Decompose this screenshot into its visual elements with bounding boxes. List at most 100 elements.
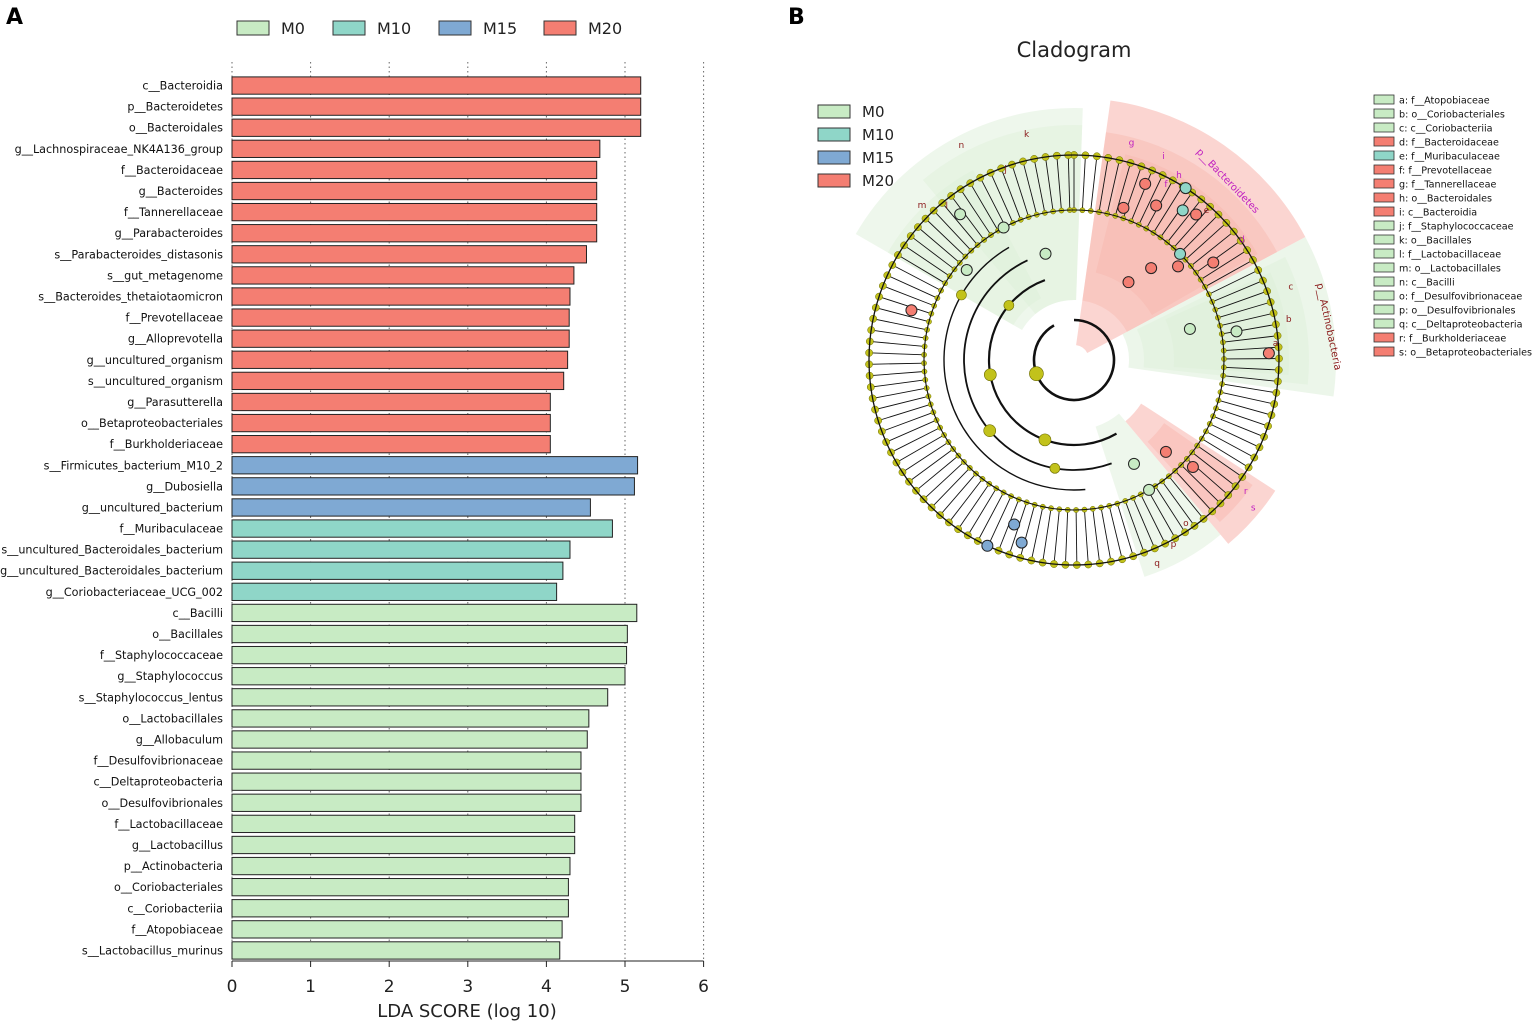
tree-node [983,368,997,382]
bar-label-o__Coriobacteriales: o__Coriobacteriales [114,881,223,894]
branch-line [1174,470,1213,512]
x-tick-label-6: 6 [698,977,709,997]
bar-g__Bacteroides [231,181,598,201]
legend-swatch-m10 [332,20,366,36]
branch-line [1100,507,1112,562]
key-label-f: f: f__Prevotellaceae [1399,166,1492,177]
branch-line [1081,155,1086,211]
bar-label-c__Bacteroidia: c__Bacteroidia [142,80,223,93]
biomarker-node-m20 [1262,347,1275,360]
clade-letter-j: j [1003,165,1007,175]
branch-line [1124,500,1145,553]
bar-label-g__Dubosiella: g__Dubosiella [146,480,223,493]
biomarker-node-m0 [960,264,973,277]
biomarker-node-m20 [905,304,918,317]
legend-label-m15: M15 [483,19,517,38]
clade-letter-a: a [1273,339,1279,349]
bar-s__Lactobacillus_murinus [231,941,561,960]
x-tick-label-2: 2 [384,977,395,997]
legend-swatch-m15 [438,20,472,36]
biomarker-node-m0 [1183,322,1196,335]
tree-node [1038,433,1052,447]
bar-s__gut_metagenome [231,266,575,285]
bar-label-o__Bacillales: o__Bacillales [152,628,223,641]
branch-line [871,329,926,339]
clado-legend-label-m0: M0 [862,103,885,121]
branch-line [1108,505,1123,560]
branch-line [1196,445,1243,478]
bar-g__Lactobacillus [231,835,576,855]
branch-line [1056,155,1062,211]
branch-line [1179,214,1219,254]
branch-line [1219,312,1274,327]
bar-c__Coriobacteriia [231,899,569,918]
branch-line [1220,391,1275,405]
clado-legend-swatch-m15 [817,150,851,165]
internal-arc-2 [963,259,1112,471]
bar-g__Coriobacteriaceae_UCG_002 [231,582,558,601]
bar-c__Bacilli [231,603,638,623]
branch-line [1204,259,1254,288]
branch-line [1205,430,1255,458]
branch-line [1208,269,1259,295]
clado-legend-label-m20: M20 [862,172,894,190]
tree-node [956,289,967,301]
branch-line [1106,159,1120,214]
branch-line [869,340,925,347]
bar-label-g__Staphylococcus: g__Staphylococcus [117,670,223,683]
bar-f__Bacteroidaceae [231,160,598,180]
clade-shade-h [1095,154,1258,315]
clade-letter-p: p [1171,540,1177,550]
key-label-q: q: c__Deltaproteobacteria [1399,320,1522,331]
clade-letter-e: e [1204,206,1210,216]
biomarker-node-m0 [1230,325,1243,338]
branch-line [1201,438,1249,468]
key-label-j: j: f__Staphylococcaceae [1398,222,1514,233]
bar-label-g__Lactobacillus: g__Lactobacillus [132,839,223,852]
branch-line [1116,503,1134,557]
branch-line [1212,280,1264,303]
bar-s__Bacteroides_thetaiotaomicron [231,287,571,306]
bar-label-g__Bacteroides: g__Bacteroides [139,185,224,198]
bar-label-g__uncultured_organism: g__uncultured_organism [87,354,223,367]
key-swatch-i [1373,206,1395,217]
branch-line [1011,164,1030,218]
branch-line [892,264,942,291]
biomarker-node-m10 [1176,204,1189,217]
bar-f__Atopobiaceae [231,920,563,939]
biomarker-node-m20 [1159,445,1172,458]
clade-letter-h: h [1176,171,1182,181]
clade-shade-m [887,170,1042,325]
branch-line [1045,156,1054,212]
branch-line [1067,155,1071,211]
bar-g__Parabacteroides [231,224,598,243]
bar-c__Deltaproteobacteria [231,772,582,791]
branch-line [1147,490,1176,539]
x-tick-label-0: 0 [227,977,238,997]
branch-line [878,296,932,315]
bar-g__uncultured_Bacteroidales_bacterium [231,561,564,580]
branch-line [1132,497,1156,549]
clade-shade-clade-actinobacteria [1122,236,1336,397]
key-label-d: d: f__Bacteroidaceae [1399,138,1499,149]
tree-node [1003,300,1015,311]
branch-line [1053,509,1060,565]
panel-b-label: B [788,5,805,30]
bar-g__Staphylococcus [231,667,626,686]
bar-label-f__Lactobacillaceae: f__Lactobacillaceae [114,818,223,831]
key-swatch-f [1373,164,1395,175]
key-swatch-l [1373,248,1395,259]
key-swatch-d [1373,136,1395,147]
tree-node [1049,463,1061,474]
key-swatch-o [1373,290,1395,301]
bar-label-f__Atopobiaceae: f__Atopobiaceae [131,923,223,936]
bar-f__Lactobacillaceae [231,814,576,834]
bar-g__uncultured_organism [231,350,569,369]
key-swatch-s [1373,346,1395,357]
legend-swatch-m0 [236,20,270,36]
branch-line [1022,161,1038,215]
legend-swatch-m20 [543,20,577,36]
clade-letter-g: g [1129,139,1135,149]
biomarker-node-m20 [1145,262,1158,275]
